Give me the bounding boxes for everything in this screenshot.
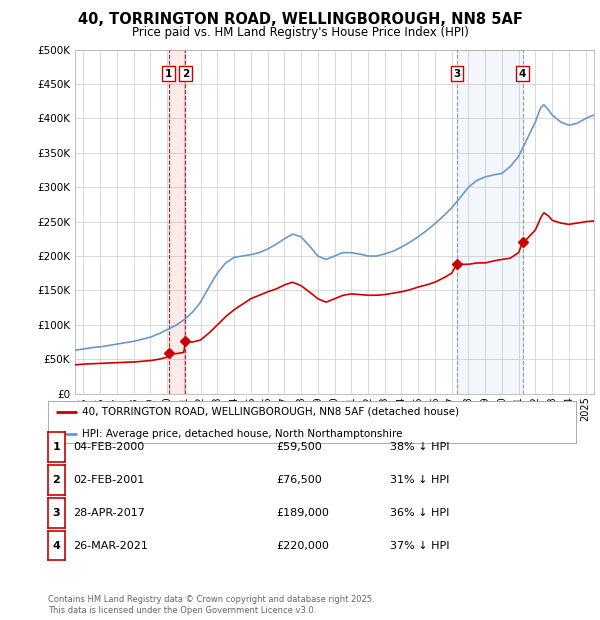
Text: This data is licensed under the Open Government Licence v3.0.: This data is licensed under the Open Gov…: [48, 606, 316, 616]
Text: 1: 1: [165, 69, 172, 79]
Text: 02-FEB-2001: 02-FEB-2001: [73, 475, 145, 485]
Text: 4: 4: [52, 541, 61, 551]
Text: 4: 4: [519, 69, 526, 79]
Text: £76,500: £76,500: [276, 475, 322, 485]
Text: 3: 3: [454, 69, 461, 79]
Text: £220,000: £220,000: [276, 541, 329, 551]
Text: 31% ↓ HPI: 31% ↓ HPI: [390, 475, 449, 485]
Text: 3: 3: [53, 508, 60, 518]
Text: 40, TORRINGTON ROAD, WELLINGBOROUGH, NN8 5AF: 40, TORRINGTON ROAD, WELLINGBOROUGH, NN8…: [77, 12, 523, 27]
Text: 2: 2: [182, 69, 189, 79]
Bar: [169, 50, 185, 394]
Text: 38% ↓ HPI: 38% ↓ HPI: [390, 442, 449, 452]
Text: 36% ↓ HPI: 36% ↓ HPI: [390, 508, 449, 518]
Text: £59,500: £59,500: [276, 442, 322, 452]
Text: HPI: Average price, detached house, North Northamptonshire: HPI: Average price, detached house, Nort…: [82, 429, 403, 439]
Text: £189,000: £189,000: [276, 508, 329, 518]
Text: 37% ↓ HPI: 37% ↓ HPI: [390, 541, 449, 551]
Text: Contains HM Land Registry data © Crown copyright and database right 2025.: Contains HM Land Registry data © Crown c…: [48, 595, 374, 604]
Text: 1: 1: [53, 442, 60, 452]
Text: 40, TORRINGTON ROAD, WELLINGBOROUGH, NN8 5AF (detached house): 40, TORRINGTON ROAD, WELLINGBOROUGH, NN8…: [82, 407, 460, 417]
Text: 28-APR-2017: 28-APR-2017: [73, 508, 145, 518]
Text: Price paid vs. HM Land Registry's House Price Index (HPI): Price paid vs. HM Land Registry's House …: [131, 26, 469, 39]
Text: 26-MAR-2021: 26-MAR-2021: [73, 541, 148, 551]
Bar: [457, 50, 523, 394]
Text: 2: 2: [53, 475, 60, 485]
Text: 04-FEB-2000: 04-FEB-2000: [73, 442, 145, 452]
